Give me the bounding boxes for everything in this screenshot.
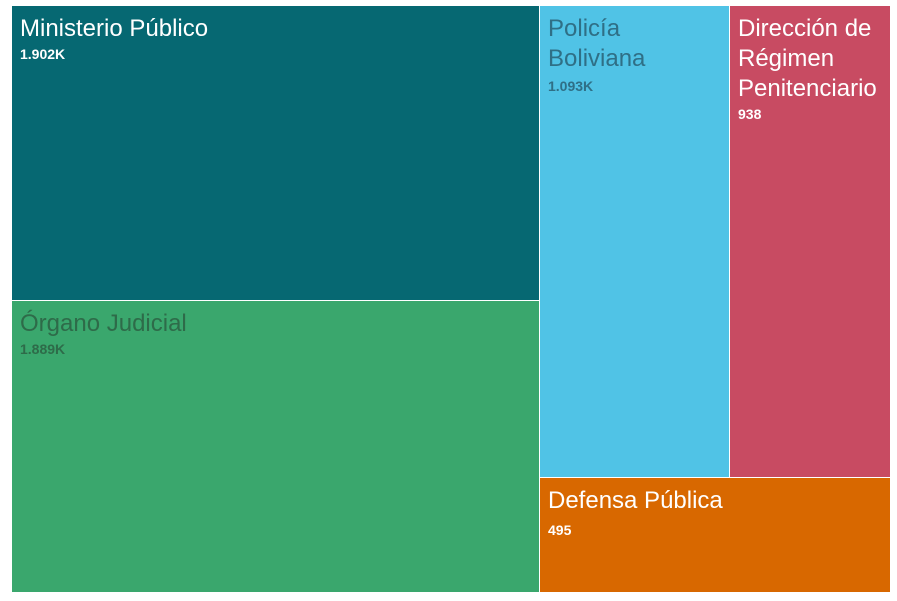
tile-defensa-publica[interactable]: Defensa Pública 495 [540, 478, 892, 594]
tile-value-ministerio-publico: 1.902K [20, 46, 66, 62]
tile-label-organo-judicial: Órgano Judicial [20, 310, 187, 337]
tile-label-defensa-publica: Defensa Pública [548, 487, 723, 514]
tile-policia-boliviana[interactable]: Policía Boliviana 1.093K [540, 6, 731, 479]
tile-value-policia-boliviana: 1.093K [548, 78, 594, 94]
tile-ministerio-publico[interactable]: Ministerio Público 1.902K [12, 6, 541, 302]
tile-label-policia-boliviana: Policía Boliviana [548, 15, 646, 72]
tile-label-direccion-regimen-penitenciario: Dirección de Régimen Penitenciario [738, 15, 877, 102]
tile-label-ministerio-publico: Ministerio Público [20, 15, 209, 42]
tile-direccion-regimen-penitenciario[interactable]: Dirección de Régimen Penitenciario 938 [730, 6, 892, 479]
tile-value-direccion-regimen-penitenciario: 938 [738, 106, 762, 122]
tile-value-defensa-publica: 495 [548, 522, 572, 538]
tile-value-organo-judicial: 1.889K [20, 341, 66, 357]
treemap-chart: Ministerio Público 1.902K Órgano Judicia… [12, 6, 892, 594]
tile-organo-judicial[interactable]: Órgano Judicial 1.889K [12, 301, 541, 594]
